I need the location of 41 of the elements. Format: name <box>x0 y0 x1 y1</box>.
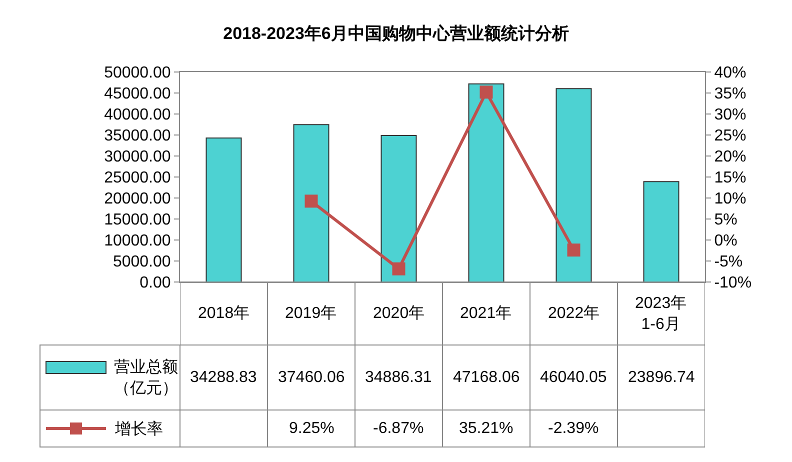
data-label: 37460.06 <box>278 369 345 386</box>
y-tick-label: 45000.00 <box>104 86 171 103</box>
y2-tick-label: 20% <box>714 148 746 166</box>
y2-tick-label: 0% <box>714 232 738 250</box>
data-label: 35.21% <box>459 420 514 437</box>
data-label: -2.39% <box>548 420 599 437</box>
y2-tick-label: 40% <box>714 64 746 82</box>
x-tick-label: 2022年 <box>548 305 600 322</box>
legend-label: 增长率 <box>114 420 163 438</box>
data-label: 34288.83 <box>190 369 257 386</box>
x-tick-label: 2021年 <box>460 305 512 322</box>
x-tick-label: 2019年 <box>285 305 337 322</box>
chart-title: 2018-2023年6月中国购物中心营业额统计分析 <box>223 24 569 43</box>
data-label: -6.87% <box>373 420 424 437</box>
y2-tick-label: 5% <box>714 212 738 229</box>
data-label: 23896.74 <box>628 369 695 386</box>
y2-tick-label: 10% <box>714 190 746 208</box>
data-label: 46040.05 <box>540 369 607 386</box>
y2-tick-label: 15% <box>714 170 746 187</box>
y2-tick-label: -10% <box>714 274 752 292</box>
y2-tick-label: -5% <box>714 254 743 271</box>
data-label: 9.25% <box>289 420 334 437</box>
x-tick-label: 2020年 <box>373 305 425 322</box>
y-tick-label: 40000.00 <box>104 106 171 124</box>
y-tick-label: 35000.00 <box>104 128 171 145</box>
y-tick-label: 10000.00 <box>104 232 171 250</box>
y-tick-label: 15000.00 <box>104 212 171 229</box>
y2-tick-label: 30% <box>714 106 746 124</box>
legend-label: 营业总额（亿元） <box>114 358 178 397</box>
y-tick-label: 25000.00 <box>104 170 171 187</box>
y-tick-label: 50000.00 <box>104 64 171 82</box>
y-tick-label: 30000.00 <box>104 148 171 166</box>
y-tick-label: 0.00 <box>140 274 171 292</box>
y-tick-label: 20000.00 <box>104 190 171 208</box>
data-label: 34886.31 <box>365 369 432 386</box>
x-tick-label: 2023年 1-6月 <box>635 295 687 333</box>
data-label: 47168.06 <box>453 369 520 386</box>
y-tick-label: 5000.00 <box>112 254 171 271</box>
x-tick-label: 2018年 <box>198 305 250 322</box>
y2-tick-label: 25% <box>714 128 746 145</box>
y2-tick-label: 35% <box>714 86 746 103</box>
